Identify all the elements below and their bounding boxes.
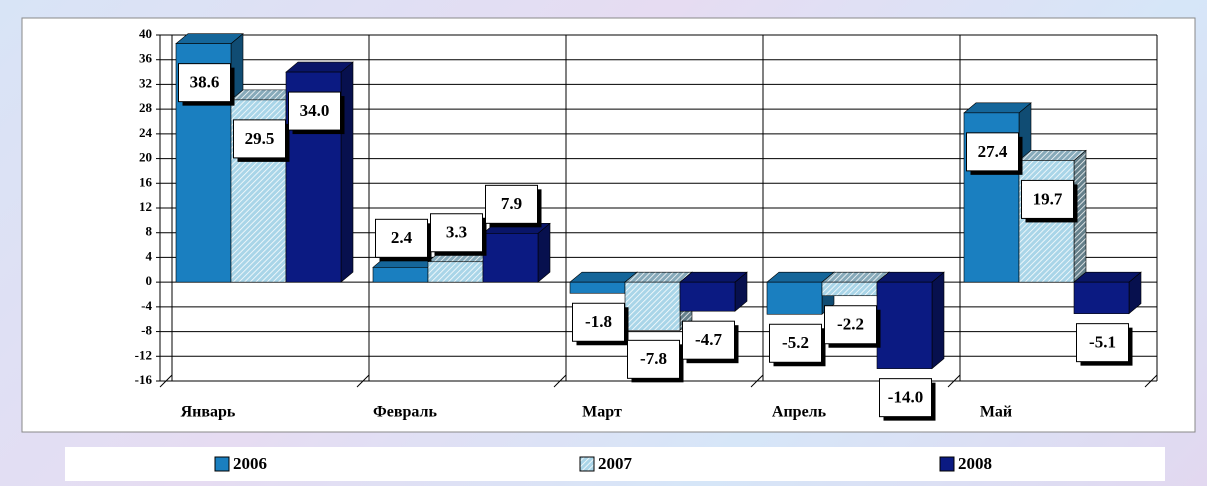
y-tick-label: 24 <box>139 125 153 140</box>
label-box <box>1021 179 1074 219</box>
label-box <box>233 119 286 159</box>
bar <box>1073 281 1130 314</box>
y-tick-label: 8 <box>146 224 153 239</box>
y-tick-label: 0 <box>146 273 153 288</box>
label-box <box>682 320 735 360</box>
x-tick-label: Май <box>980 404 1012 421</box>
bar-top <box>963 102 1032 114</box>
label-box <box>572 302 625 342</box>
x-tick-label: Апрель <box>772 404 827 421</box>
legend-swatch <box>214 456 230 472</box>
data-label: 3.3 <box>446 223 467 242</box>
bar <box>427 261 484 283</box>
data-label: -4.7 <box>695 330 722 349</box>
data-label: -14.0 <box>888 388 923 407</box>
bar <box>821 281 878 297</box>
legend-label: 2008 <box>958 454 992 473</box>
y-tick-label: 4 <box>146 248 153 263</box>
bar <box>569 281 626 294</box>
data-label: 34.0 <box>300 101 330 120</box>
legend-label: 2007 <box>598 454 633 473</box>
bar <box>482 233 539 283</box>
data-label: -1.8 <box>585 312 612 331</box>
bar <box>624 281 681 331</box>
label-box <box>769 323 822 363</box>
data-label: -2.2 <box>837 315 864 334</box>
legend-swatch <box>579 456 595 472</box>
label-box <box>1076 323 1129 363</box>
data-label: 19.7 <box>1033 189 1063 208</box>
label-box <box>824 305 877 345</box>
y-tick-label: -16 <box>135 372 153 387</box>
bar-side <box>340 61 354 283</box>
bar <box>372 267 429 283</box>
label-box <box>966 132 1019 172</box>
legend-panel <box>65 447 1165 481</box>
x-tick-label: Март <box>582 404 622 421</box>
bar <box>876 281 933 369</box>
label-box <box>627 339 680 379</box>
x-tick-label: Январь <box>181 404 236 421</box>
label-box <box>879 378 932 418</box>
y-tick-label: 36 <box>139 51 153 66</box>
bar-top <box>876 271 945 283</box>
label-box <box>430 213 483 253</box>
data-label: 7.9 <box>501 194 522 213</box>
data-label: 2.4 <box>391 228 413 247</box>
y-tick-label: -12 <box>135 347 152 362</box>
data-label: -5.2 <box>782 333 809 352</box>
bar <box>679 281 736 312</box>
data-label: 27.4 <box>978 142 1008 161</box>
y-tick-label: 28 <box>139 100 153 115</box>
data-label: -7.8 <box>640 349 667 368</box>
legend-swatch <box>939 456 955 472</box>
y-tick-label: -8 <box>141 323 152 338</box>
label-box <box>375 218 428 258</box>
data-label: -5.1 <box>1089 333 1116 352</box>
bar-side <box>931 271 945 370</box>
data-label: 29.5 <box>245 129 275 148</box>
y-tick-label: 40 <box>139 26 152 41</box>
bar-top <box>1018 150 1087 161</box>
bar <box>766 281 823 315</box>
y-tick-label: -4 <box>141 298 152 313</box>
bar-top <box>679 271 748 283</box>
y-tick-label: 20 <box>139 150 152 165</box>
label-box <box>178 63 231 103</box>
x-tick-label: Февраль <box>373 404 438 421</box>
bar-top <box>175 33 244 44</box>
bar-top <box>1073 271 1142 283</box>
legend-label: 2006 <box>233 454 267 473</box>
label-box <box>288 91 341 131</box>
bar-top <box>285 61 354 73</box>
y-tick-label: 16 <box>139 174 153 189</box>
label-box <box>485 184 538 224</box>
y-tick-label: 32 <box>139 75 152 90</box>
data-label: 38.6 <box>190 73 220 92</box>
y-tick-label: 12 <box>139 199 152 214</box>
